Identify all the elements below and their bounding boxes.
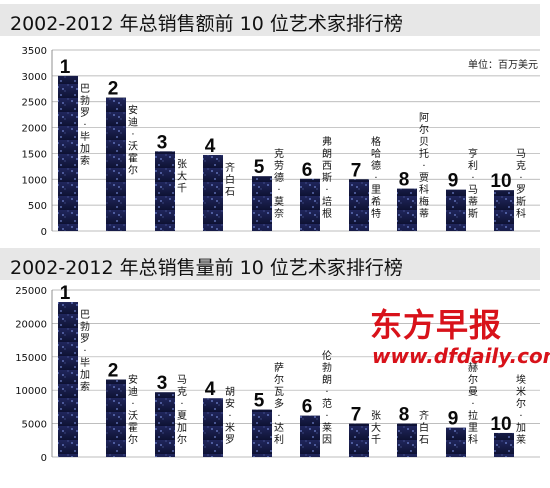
bar <box>397 188 417 231</box>
newspaper-logo: 东方早报 www.dfdaily.com <box>370 300 550 380</box>
rank-label: 7 <box>351 405 362 426</box>
rank-label: 5 <box>254 157 265 178</box>
y-tick-label: 0 <box>41 227 47 238</box>
y-tick-label: 10000 <box>15 386 47 397</box>
y-tick-label: 2500 <box>22 98 47 109</box>
logo-url: www.dfdaily.com <box>372 344 550 368</box>
category-label: 巴勃罗·毕加索 <box>80 309 90 393</box>
category-label: 伦勃朗·范·莱因 <box>322 349 332 446</box>
rank-label: 2 <box>108 361 119 382</box>
rank-label: 7 <box>351 160 362 181</box>
bar <box>203 154 223 231</box>
rank-label: 2 <box>108 79 119 100</box>
bar <box>349 179 369 231</box>
bar <box>300 178 320 231</box>
chart-title: 2002-2012 年总销售额前 10 位艺术家排行榜 <box>10 13 403 35</box>
y-tick-label: 3500 <box>22 46 47 57</box>
y-tick-label: 20000 <box>15 319 47 330</box>
rank-label: 8 <box>399 405 410 426</box>
category-label: 齐白石 <box>419 409 429 446</box>
category-label: 马克·罗斯科 <box>516 148 526 220</box>
y-tick-label: 1000 <box>22 175 47 186</box>
category-label: 安迪·沃霍尔 <box>128 104 138 177</box>
category-label: 齐白石 <box>225 161 235 198</box>
rank-label: 4 <box>205 379 216 400</box>
bar <box>446 427 466 457</box>
bar <box>252 409 272 457</box>
rank-label: 3 <box>157 373 168 394</box>
rank-label: 6 <box>302 397 313 418</box>
category-label: 埃米尔·加莱 <box>516 373 526 446</box>
y-tick-label: 1500 <box>22 149 47 160</box>
bar <box>58 302 78 457</box>
bar <box>155 151 175 231</box>
bar <box>397 423 417 457</box>
y-tick-label: 3000 <box>22 72 47 83</box>
category-label: 阿尔贝托·贾科梅蒂 <box>419 112 429 220</box>
rank-label: 1 <box>60 283 71 304</box>
category-label: 张大千 <box>177 158 187 194</box>
chart-title-bar: 2002-2012 年总销售量前 10 位艺术家排行榜 <box>0 248 540 280</box>
bar <box>494 432 514 457</box>
rank-label: 1 <box>60 57 71 78</box>
category-label: 张大千 <box>371 410 381 446</box>
chart-title-bar: 2002-2012 年总销售额前 10 位艺术家排行榜 <box>0 4 540 36</box>
category-label: 赫尔曼·拉里科 <box>468 362 478 446</box>
sales-volume-chart: 2002-2012 年总销售量前 10 位艺术家排行榜 0 5000 10000 15… <box>0 244 550 488</box>
rank-label: 9 <box>448 409 459 430</box>
rank-label: 4 <box>205 136 216 157</box>
bar-plot-sales-value: 0 500 1000 1500 2000 2500 3000 3500 1 巴勃罗·毕加索 2 安迪·… <box>22 46 540 238</box>
bar <box>252 176 272 231</box>
y-tick-label: 2000 <box>22 124 47 135</box>
bar <box>203 398 223 457</box>
y-tick-label: 500 <box>28 201 47 212</box>
y-tick-label: 25000 <box>15 286 47 297</box>
rank-label: 5 <box>254 391 265 412</box>
bar <box>58 75 78 231</box>
rank-label: 8 <box>399 170 410 191</box>
bar <box>155 392 175 457</box>
logo-title: 东方早报 <box>370 306 503 344</box>
category-label: 萨尔瓦多·达利 <box>274 362 284 446</box>
category-label: 亨利·马蒂斯 <box>468 147 478 220</box>
category-label: 弗朗西斯·培根 <box>322 135 332 220</box>
rank-label: 10 <box>490 171 511 192</box>
category-label: 巴勃罗·毕加索 <box>80 83 90 167</box>
y-tick-label: 0 <box>41 453 47 464</box>
category-label: 格哈德·里希特 <box>371 135 381 220</box>
y-tick-label: 5000 <box>22 420 47 431</box>
unit-label: 单位：百万美元 <box>468 60 538 71</box>
rank-label: 9 <box>448 171 459 192</box>
bar <box>106 97 126 231</box>
category-label: 克劳德·莫奈 <box>274 148 284 220</box>
bar <box>446 189 466 231</box>
bar <box>494 190 514 231</box>
sales-value-chart: 2002-2012 年总销售额前 10 位艺术家排行榜 单位：百万美元 0 500… <box>0 4 540 238</box>
rank-label: 3 <box>157 132 168 153</box>
bar-plot-sales-volume: 0 5000 10000 15000 20000 25000 1 巴勃罗·毕加索 2 安迪·沃霍尔… <box>15 283 540 464</box>
bar <box>106 379 126 457</box>
chart-title: 2002-2012 年总销售量前 10 位艺术家排行榜 <box>10 257 403 279</box>
category-label: 胡安·米罗 <box>225 385 235 446</box>
rank-label: 10 <box>490 414 511 435</box>
category-label: 安迪·沃霍尔 <box>128 373 138 446</box>
bar <box>349 423 369 457</box>
bar <box>300 415 320 457</box>
y-tick-label: 15000 <box>15 353 47 364</box>
category-label: 马克·夏加尔 <box>177 374 187 446</box>
rank-label: 6 <box>302 160 313 181</box>
